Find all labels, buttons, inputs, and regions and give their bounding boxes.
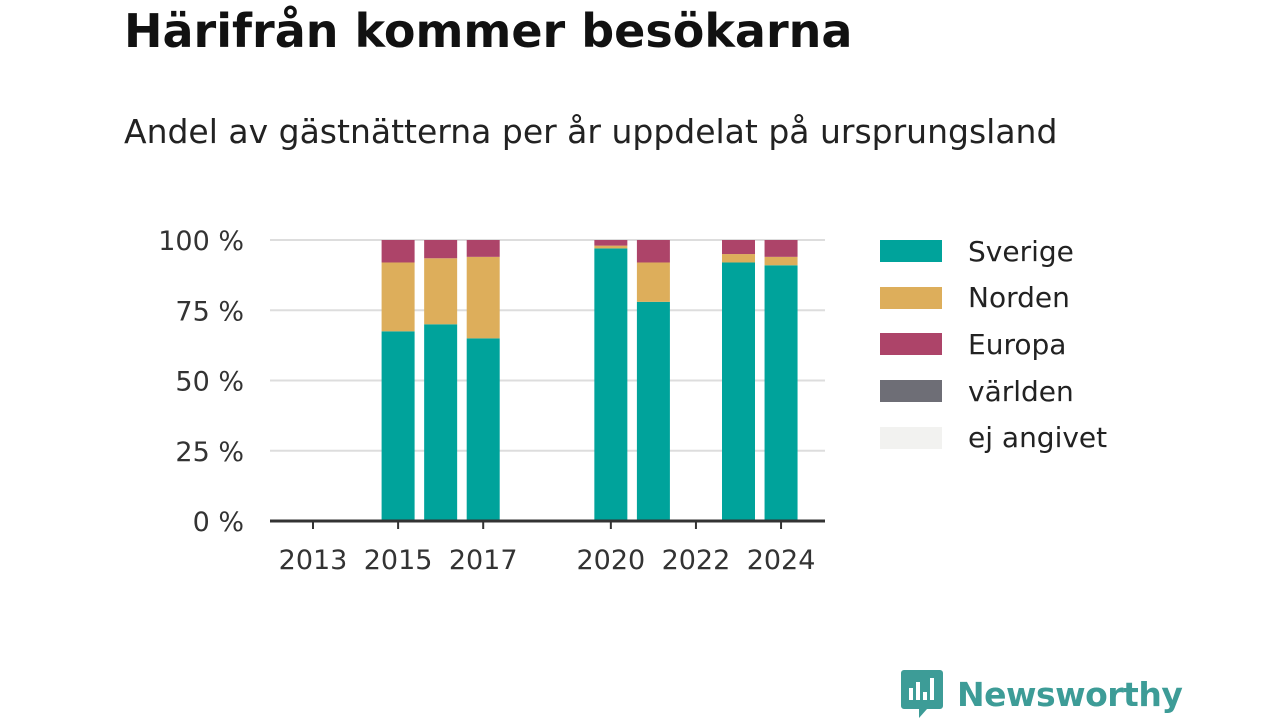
legend-label: världen bbox=[968, 374, 1074, 408]
x-tick-label: 2020 bbox=[576, 545, 645, 576]
bar-segment-norden-2020[interactable] bbox=[594, 245, 628, 249]
x-tick-label: 2015 bbox=[364, 545, 433, 576]
y-tick-label: 100 % bbox=[158, 226, 244, 257]
legend-label: Sverige bbox=[968, 234, 1074, 268]
newsworthy-logo: Newsworthy bbox=[901, 670, 1183, 718]
x-axis-labels: 2013 2015 2017 2020 2022 2024 bbox=[279, 545, 816, 576]
legend-label: ej angivet bbox=[968, 421, 1108, 455]
bars bbox=[381, 240, 798, 521]
bar-segment-sverige-2015[interactable] bbox=[381, 331, 415, 521]
chart-subtitle: Andel av gästnätterna per år uppdelat på… bbox=[124, 112, 1058, 151]
legend-item-norden[interactable]: Norden bbox=[880, 275, 1107, 322]
bar-segment-europa-2017[interactable] bbox=[466, 240, 500, 257]
bar-segment-norden-2021[interactable] bbox=[636, 262, 670, 302]
bar-segment-norden-2023[interactable] bbox=[722, 254, 755, 263]
bar-segment-europa-2016[interactable] bbox=[424, 240, 458, 259]
bar-chart-speech-bubble-icon bbox=[901, 670, 943, 718]
y-tick-label: 50 % bbox=[175, 367, 244, 398]
bar-segment-europa-2023[interactable] bbox=[722, 240, 755, 255]
legend: Sverige Norden Europa världen ej angivet bbox=[880, 228, 1107, 461]
bar-segment-europa-2020[interactable] bbox=[594, 240, 628, 246]
legend-swatch bbox=[880, 380, 942, 403]
bar-segment-europa-2015[interactable] bbox=[381, 240, 415, 263]
legend-label: Norden bbox=[968, 281, 1070, 315]
chart-title: Härifrån kommer besökarna bbox=[124, 4, 853, 58]
bar-segment-sverige-2017[interactable] bbox=[466, 338, 500, 521]
bar-segment-sverige-2021[interactable] bbox=[636, 301, 670, 521]
legend-item-sverige[interactable]: Sverige bbox=[880, 228, 1107, 275]
x-tick-label: 2017 bbox=[449, 545, 518, 576]
bar-segment-sverige-2023[interactable] bbox=[722, 262, 755, 521]
x-tick-label: 2024 bbox=[747, 545, 816, 576]
legend-swatch bbox=[880, 426, 942, 449]
bar-segment-sverige-2020[interactable] bbox=[594, 248, 628, 521]
y-tick-label: 75 % bbox=[175, 296, 244, 327]
x-tick-label: 2013 bbox=[279, 545, 348, 576]
legend-item-varlden[interactable]: världen bbox=[880, 368, 1107, 415]
bar-segment-norden-2016[interactable] bbox=[424, 258, 458, 325]
legend-swatch bbox=[880, 333, 942, 356]
bar-segment-norden-2017[interactable] bbox=[466, 256, 500, 339]
bar-segment-norden-2024[interactable] bbox=[764, 256, 798, 266]
y-tick-label: 25 % bbox=[175, 437, 244, 468]
x-axis bbox=[270, 519, 825, 529]
bar-segment-europa-2021[interactable] bbox=[636, 240, 670, 263]
brand-name: Newsworthy bbox=[957, 674, 1183, 714]
legend-item-ej-angivet[interactable]: ej angivet bbox=[880, 414, 1107, 461]
x-tick-label: 2022 bbox=[662, 545, 731, 576]
legend-item-europa[interactable]: Europa bbox=[880, 321, 1107, 368]
legend-swatch bbox=[880, 286, 942, 309]
bar-segment-norden-2015[interactable] bbox=[381, 262, 415, 332]
bar-segment-sverige-2024[interactable] bbox=[764, 265, 798, 521]
y-tick-label: 0 % bbox=[193, 507, 244, 538]
y-axis-labels: 0 % 25 % 50 % 75 % 100 % bbox=[158, 226, 244, 538]
legend-label: Europa bbox=[968, 327, 1067, 361]
legend-swatch bbox=[880, 240, 942, 263]
bar-segment-europa-2024[interactable] bbox=[764, 240, 798, 257]
bar-segment-sverige-2016[interactable] bbox=[424, 324, 458, 521]
